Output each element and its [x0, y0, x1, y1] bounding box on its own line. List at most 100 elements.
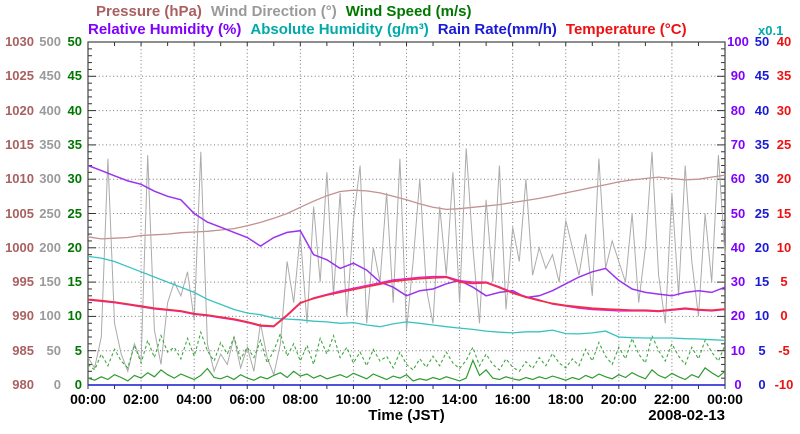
y-tick-label-rain-rate: 0 — [758, 377, 766, 392]
y-tick-label-pressure: 990 — [12, 308, 34, 324]
x-tick-label: 04:00 — [176, 391, 213, 407]
x-tick-label: 02:00 — [123, 391, 159, 407]
y-tick-label-wind-direction: 0 — [53, 377, 61, 392]
y-tick-label-temperature: 25 — [776, 136, 792, 152]
y-tick-label-wind-speed: 5 — [74, 342, 82, 358]
y-tick-label-pressure: 980 — [12, 377, 34, 392]
legend-item-temperature: Temperature (°C) — [565, 21, 687, 38]
y-tick-label-wind-speed: 30 — [67, 171, 82, 187]
y-tick-label-relative-humidity: 0 — [734, 377, 742, 392]
y-tick-label-relative-humidity: 70 — [730, 136, 746, 152]
y-tick-label-pressure: 995 — [12, 274, 34, 290]
y-tick-label-wind-direction: 150 — [39, 274, 61, 290]
y-tick-label-relative-humidity: 40 — [730, 239, 746, 255]
y-tick-label-wind-direction: 250 — [39, 205, 61, 221]
plot-border — [87, 41, 726, 386]
y-tick-label-pressure: 1030 — [5, 34, 34, 49]
y-tick-label-temperature: 35 — [776, 68, 792, 84]
y-tick-label-relative-humidity: 30 — [730, 274, 746, 290]
y-tick-label-rain-rate: 30 — [754, 171, 770, 187]
y-tick-label-wind-direction: 500 — [39, 34, 61, 49]
y-tick-label-wind-direction: 450 — [39, 68, 61, 84]
y-tick-label-wind-speed: 0 — [74, 377, 82, 392]
x-tick-label: 12:00 — [388, 391, 425, 407]
y-tick-label-pressure: 1010 — [5, 171, 34, 187]
x-tick-label: 00:00 — [707, 391, 743, 407]
y-tick-label-relative-humidity: 90 — [730, 68, 746, 84]
x-axis-title: Time (JST) — [368, 407, 445, 424]
y-tick-label-relative-humidity: 100 — [727, 34, 749, 49]
series-line-temperature — [87, 276, 726, 327]
y-tick-label-wind-direction: 350 — [39, 136, 61, 152]
y-tick-label-temperature: 10 — [776, 239, 792, 255]
y-tick-label-temperature: 5 — [780, 274, 788, 290]
y-tick-label-rain-rate: 20 — [754, 239, 770, 255]
x-tick-label: 08:00 — [282, 391, 319, 407]
y-tick-label-relative-humidity: 10 — [730, 342, 746, 358]
y-tick-label-wind-direction: 200 — [39, 239, 61, 255]
y-tick-label-rain-rate: 40 — [754, 102, 770, 118]
series-line-relative-humidity — [87, 164, 726, 299]
x-tick-label: 20:00 — [600, 391, 637, 407]
y-tick-label-rain-rate: 15 — [754, 274, 770, 290]
y-tick-label-temperature: 0 — [780, 308, 788, 324]
y-tick-label-pressure: 985 — [12, 342, 34, 358]
y-tick-label-temperature: 15 — [776, 205, 792, 221]
series-line-wind-speed-max — [87, 330, 726, 373]
y-tick-label-pressure: 1025 — [5, 68, 34, 84]
x-tick-label: 16:00 — [494, 391, 531, 407]
y-tick-label-wind-speed: 50 — [67, 34, 82, 49]
legend-item-wind-speed: Wind Speed (m/s) — [345, 3, 472, 20]
y-tick-label-pressure: 1020 — [5, 102, 34, 118]
x-tick-label: 22:00 — [654, 391, 690, 407]
y-tick-label-wind-direction: 300 — [39, 171, 61, 187]
y-tick-label-relative-humidity: 60 — [730, 171, 746, 187]
x-tick-label: 14:00 — [441, 391, 478, 407]
y-tick-label-wind-speed: 20 — [67, 239, 82, 255]
y-tick-label-wind-speed: 40 — [67, 102, 82, 118]
y-tick-label-wind-speed: 45 — [67, 68, 82, 84]
y-tick-label-rain-rate: 10 — [754, 308, 770, 324]
y-tick-label-wind-direction: 100 — [39, 308, 61, 324]
scale-multiplier-label: x0.1 — [758, 23, 784, 38]
y-tick-label-temperature: 20 — [776, 171, 792, 187]
y-tick-label-wind-direction: 50 — [46, 342, 61, 358]
x-tick-label: 06:00 — [229, 391, 266, 407]
y-tick-label-rain-rate: 25 — [754, 205, 770, 221]
y-tick-label-relative-humidity: 50 — [730, 205, 746, 221]
y-tick-label-rain-rate: 5 — [758, 342, 766, 358]
y-tick-label-temperature: 40 — [776, 34, 792, 49]
y-tick-label-pressure: 1005 — [5, 205, 34, 221]
series-line-pressure — [87, 174, 726, 240]
y-tick-label-wind-speed: 10 — [67, 308, 82, 324]
y-tick-label-rain-rate: 50 — [754, 34, 770, 49]
y-tick-label-temperature: 30 — [776, 102, 792, 118]
legend-item-rain-rate: Rain Rate(mm/h) — [437, 21, 557, 38]
y-tick-label-wind-speed: 25 — [67, 205, 82, 221]
legend-row-1: Pressure (hPa) Wind Direction (°) Wind Spe… — [96, 3, 480, 20]
x-tick-label: 10:00 — [335, 391, 372, 407]
y-tick-label-wind-direction: 400 — [39, 102, 61, 118]
legend-row-2: Relative Humidity (%) Absolute Humidity (… — [88, 21, 696, 38]
y-tick-label-temperature: -10 — [774, 377, 794, 392]
legend-item-absolute-humidity: Absolute Humidity (g/m³) — [250, 21, 429, 38]
date-label: 2008-02-13 — [648, 407, 725, 424]
y-tick-label-rain-rate: 45 — [754, 68, 770, 84]
y-tick-label-temperature: -5 — [778, 342, 790, 358]
legend-item-relative-humidity: Relative Humidity (%) — [88, 21, 242, 38]
legend-item-pressure: Pressure (hPa) — [96, 3, 202, 20]
legend-item-wind-direction: Wind Direction (°) — [210, 3, 337, 20]
series-line-wind-direction — [87, 148, 726, 377]
series-line-absolute-humidity — [87, 255, 726, 342]
y-tick-label-wind-speed: 15 — [67, 274, 82, 290]
y-tick-label-pressure: 1000 — [5, 239, 34, 255]
y-tick-label-pressure: 1015 — [5, 136, 34, 152]
y-tick-label-wind-speed: 35 — [67, 136, 82, 152]
y-tick-label-relative-humidity: 80 — [730, 102, 746, 118]
y-tick-label-relative-humidity: 20 — [730, 308, 746, 324]
series-line-wind-speed — [87, 358, 726, 382]
x-tick-label: 00:00 — [70, 391, 106, 407]
x-tick-label: 18:00 — [547, 391, 584, 407]
